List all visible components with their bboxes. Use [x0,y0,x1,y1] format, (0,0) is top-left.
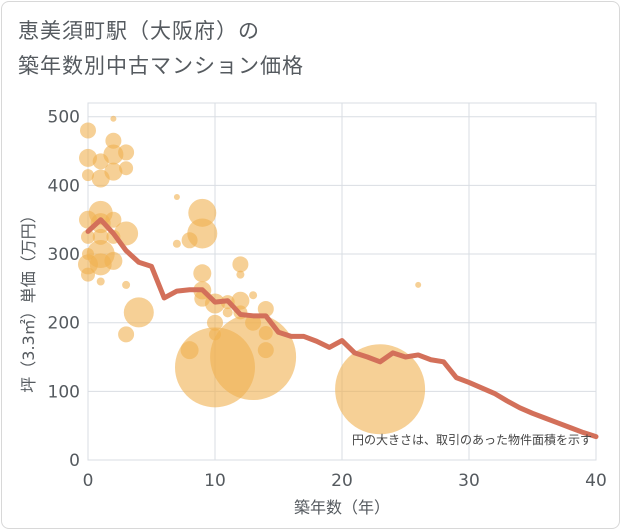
bubble-point [335,344,426,435]
bubble-point [222,307,233,318]
bubble-point [193,264,212,283]
x-tick-label: 40 [585,471,607,491]
x-tick-label: 30 [458,471,480,491]
chart-title: 恵美須町駅（大阪府）の 築年数別中古マンション価格 [18,14,304,84]
bubble-point [118,326,135,343]
x-tick-label: 0 [83,471,94,491]
bubble-point [82,169,94,182]
y-tick-label: 300 [48,245,80,265]
bubble-point [210,314,297,401]
bubble-point [172,239,181,248]
bubble-point [104,251,123,270]
chart-title-line2: 築年数別中古マンション価格 [18,54,304,78]
bubbles [78,115,426,435]
bubble-point [207,314,223,331]
y-tick-label: 0 [69,451,80,471]
bubble-point [122,280,131,289]
bubble-point [188,198,217,227]
y-tick-label: 500 [48,108,80,128]
bubble-point [257,300,274,317]
bubble-point [249,291,258,300]
bubble-point [110,115,117,122]
bubble-point [105,132,122,149]
chart-title-line1: 恵美須町駅（大阪府）の [18,19,260,43]
bubble-point [232,256,249,273]
bubble-point [187,218,218,249]
trend-line [85,217,599,440]
bubble-point [81,229,95,244]
bubble-point [257,342,274,359]
bubble-point [118,144,135,161]
bubble-point [123,297,154,328]
y-tick-label: 100 [48,382,80,402]
average-price-line [85,217,599,440]
bubble-point [80,122,96,139]
bubble-point [231,291,250,310]
bubble-point [79,148,97,167]
bubble-point [96,277,105,286]
size-note: 円の大きさは、取引のあった物件面積を示す [352,432,592,447]
x-tick-label: 10 [204,471,226,491]
bubble-point [103,144,124,165]
y-axis-label: 坪（3.3㎡）単価（万円） [19,207,38,392]
bubble-point [415,281,422,288]
bubble-point [119,161,134,176]
bubble-point [236,270,245,279]
x-tick-label: 20 [331,471,353,491]
bubble-point [104,162,123,181]
bubble-point [258,325,273,340]
y-tick-label: 400 [48,176,80,196]
bubble-point [81,267,95,282]
bubble-point [105,211,122,228]
x-axis-label: 築年数（年） [294,498,390,517]
y-tick-label: 200 [48,314,80,334]
bubble-point [173,194,180,201]
